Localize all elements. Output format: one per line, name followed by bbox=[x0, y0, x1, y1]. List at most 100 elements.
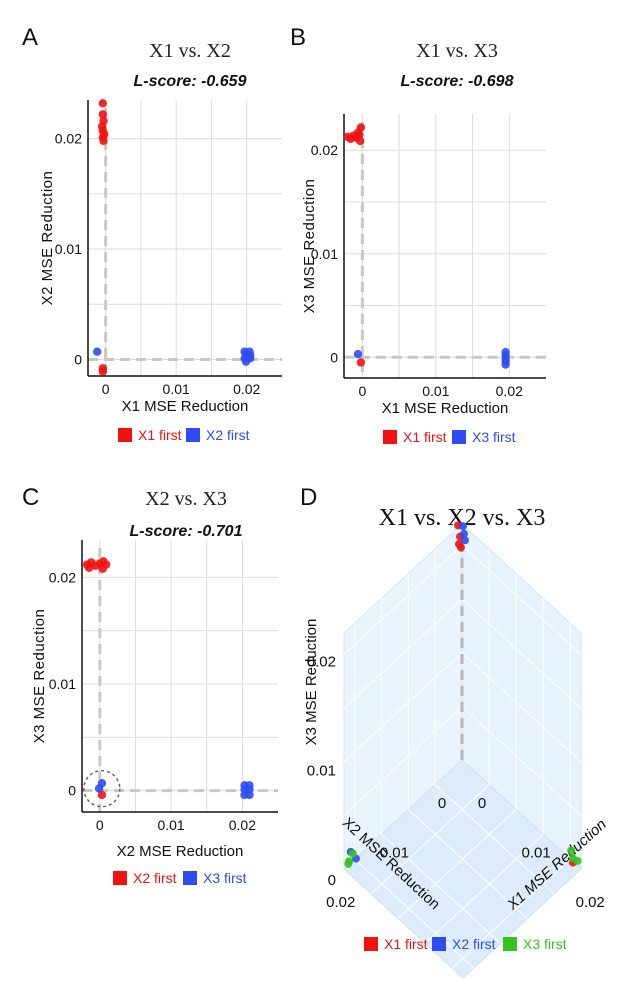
x-tick-label: 0.01 bbox=[521, 845, 550, 862]
grid-3d bbox=[461, 705, 582, 816]
z-tick-label: 0.02 bbox=[307, 653, 336, 670]
grid-3d bbox=[408, 809, 528, 919]
x-tick-label: 0.01 bbox=[157, 817, 184, 833]
data-point bbox=[353, 349, 363, 359]
grid-3d bbox=[354, 858, 475, 969]
data-point bbox=[567, 846, 576, 855]
grid-3d bbox=[461, 598, 582, 709]
y-tick-label: 0.01 bbox=[311, 246, 338, 262]
x-axis-title: X1 MSE Reduction bbox=[382, 400, 509, 417]
legend-swatch bbox=[186, 428, 200, 442]
panel-label: C bbox=[22, 484, 39, 511]
z-tick-label: 0 bbox=[328, 872, 336, 889]
data-point bbox=[97, 779, 107, 788]
x-tick-label: 0.02 bbox=[496, 383, 523, 399]
z-tick-label: 0.01 bbox=[307, 763, 336, 780]
grid-3d bbox=[370, 784, 490, 895]
chart-title: X1 vs. X2 bbox=[149, 40, 231, 62]
legend-swatch bbox=[118, 428, 132, 442]
data-point bbox=[501, 360, 510, 369]
x-tick-label: 0.02 bbox=[576, 894, 605, 911]
y-tick-label: 0.01 bbox=[380, 845, 409, 862]
grid-3d bbox=[461, 545, 582, 655]
data-point bbox=[99, 136, 108, 146]
data-point bbox=[344, 859, 353, 868]
grid-3d bbox=[461, 652, 582, 763]
y-tick-label: 0.02 bbox=[49, 569, 76, 585]
y-tick-label: 0.02 bbox=[311, 142, 338, 158]
y-tick-label: 0 bbox=[68, 783, 76, 799]
y-tick-label: 0 bbox=[330, 349, 338, 365]
grid-3d bbox=[343, 705, 463, 816]
legend-swatch bbox=[432, 937, 446, 951]
grid-3d bbox=[397, 809, 517, 919]
grid-3d bbox=[434, 784, 555, 895]
legend-label: X2 first bbox=[452, 936, 496, 952]
panel-label: D bbox=[300, 484, 317, 511]
x-tick-label: 0.01 bbox=[163, 381, 190, 397]
legend-swatch bbox=[452, 430, 466, 444]
grid-3d bbox=[424, 833, 544, 944]
legend-swatch bbox=[503, 937, 517, 951]
x-axis-title: X1 MSE Reduction bbox=[122, 398, 249, 415]
legend-label: X3 first bbox=[203, 870, 247, 886]
x-tick-label: 0 bbox=[102, 381, 110, 397]
y-tick-label: 0 bbox=[438, 795, 446, 812]
panel-A: A X1 vs. X2 L-score: -0.659 0 0.01 0.02 0 0.01 0… bbox=[22, 24, 282, 443]
x-tick-label: 0.02 bbox=[233, 381, 260, 397]
data-point bbox=[246, 354, 255, 363]
data-point bbox=[98, 110, 108, 119]
x-tick-label: 0 bbox=[96, 817, 104, 833]
chart-subtitle: L-score: -0.701 bbox=[130, 523, 243, 540]
chart-title: X2 vs. X3 bbox=[145, 488, 227, 510]
highlight-circle bbox=[83, 769, 121, 808]
legend-label: X1 first bbox=[403, 429, 447, 445]
y-tick-label: 0.02 bbox=[326, 894, 355, 911]
panel-label: A bbox=[22, 24, 38, 51]
data-point bbox=[459, 522, 467, 531]
z-axis-title: X3 MSE Reduction bbox=[303, 619, 320, 746]
x-tick-label: 0.01 bbox=[422, 383, 449, 399]
data-point bbox=[573, 856, 582, 865]
legend-label: X2 first bbox=[133, 870, 177, 886]
x-tick-label: 0.02 bbox=[229, 817, 256, 833]
data-point bbox=[461, 536, 469, 545]
grid-3d bbox=[343, 598, 463, 709]
legend-label: X3 first bbox=[523, 936, 567, 952]
y-tick-label: 0.01 bbox=[55, 241, 82, 257]
data-point bbox=[98, 367, 108, 376]
legend-swatch bbox=[383, 430, 397, 444]
data-point bbox=[460, 529, 468, 538]
y-tick-label: 0.01 bbox=[49, 676, 76, 692]
panel-C: C X2 vs. X3 L-score: -0.701 0 0.01 0.02 0 0.01 0… bbox=[22, 484, 278, 886]
grid-3d bbox=[451, 858, 571, 969]
x-tick-label: 0 bbox=[358, 383, 366, 399]
y-axis-title: X2 MSE Reduction bbox=[39, 171, 56, 306]
y-tick-label: 0 bbox=[74, 351, 82, 367]
chart-subtitle: L-score: -0.659 bbox=[134, 73, 247, 90]
data-point bbox=[98, 99, 108, 108]
chart-subtitle: L-score: -0.698 bbox=[401, 73, 514, 90]
legend-swatch bbox=[113, 871, 127, 885]
data-point bbox=[92, 347, 102, 356]
grid-3d bbox=[343, 652, 463, 763]
floor-plane bbox=[343, 759, 582, 979]
grid-3d bbox=[381, 833, 501, 944]
legend-label: X1 first bbox=[384, 936, 428, 952]
panel-B: B X1 vs. X3 L-score: -0.698 0 0.01 0.02 0 0.01 0… bbox=[290, 24, 546, 445]
data-point bbox=[355, 136, 365, 146]
data-point bbox=[457, 543, 465, 552]
y-axis-title: X3 MSE Reduction bbox=[31, 609, 48, 744]
y-tick-label: 0.02 bbox=[55, 131, 82, 147]
grid-3d bbox=[343, 545, 463, 655]
data-point bbox=[84, 563, 94, 572]
panel-D: DX1 vs. X2 vs. X300.010.0200.010.0200.01… bbox=[300, 484, 610, 979]
data-point bbox=[353, 128, 363, 137]
x-tick-label: 0 bbox=[478, 795, 486, 812]
chart-title: X1 vs. X3 bbox=[416, 40, 498, 62]
legend-label: X1 first bbox=[138, 427, 182, 443]
y-axis-title: X3 MSE Reduction bbox=[301, 179, 318, 314]
data-point bbox=[245, 790, 254, 800]
data-point bbox=[356, 358, 366, 367]
